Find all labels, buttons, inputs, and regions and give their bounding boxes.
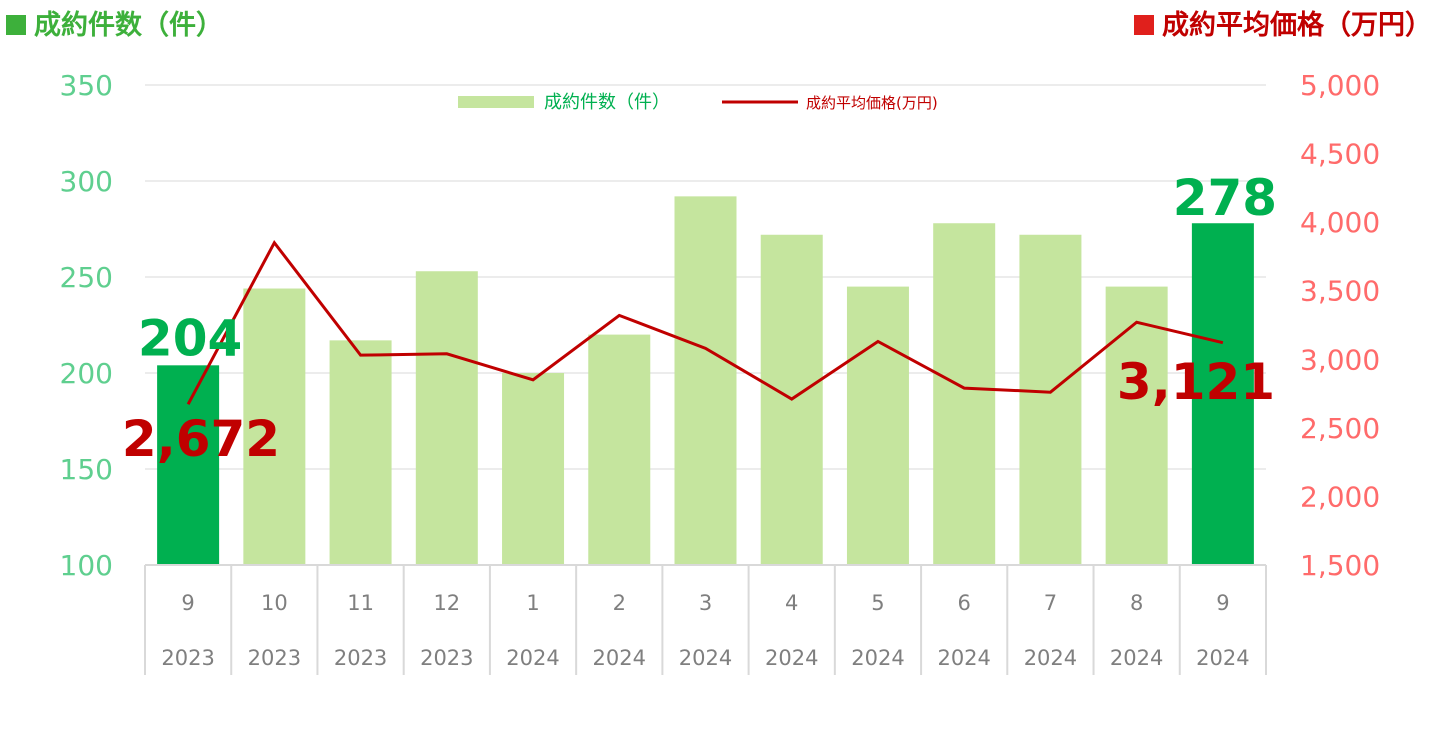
right-axis-tick-label: 1,500 (1300, 549, 1380, 582)
category-month-label: 8 (1130, 591, 1143, 615)
category-month-label: 4 (785, 591, 798, 615)
category-month-label: 2 (613, 591, 626, 615)
bar (1105, 286, 1168, 565)
category-month-label: 12 (433, 591, 460, 615)
category-year-label: 2023 (420, 646, 473, 670)
bar-highlight (157, 365, 220, 565)
category-year-label: 2023 (248, 646, 301, 670)
category-month-label: 1 (526, 591, 539, 615)
left-axis-tick-label: 250 (60, 261, 113, 294)
left-axis-tick-label: 100 (60, 549, 113, 582)
category-month-label: 5 (871, 591, 884, 615)
bar (846, 286, 909, 565)
bar (933, 223, 996, 566)
right-axis-title: 成約平均価格（万円） (1134, 3, 1432, 42)
bar (329, 340, 392, 565)
bar (1019, 234, 1082, 565)
category-month-label: 3 (699, 591, 712, 615)
bar (243, 288, 306, 565)
bar-highlight (1191, 223, 1254, 566)
bar-value-label: 204 (138, 309, 242, 367)
right-axis-tick-label: 2,500 (1300, 412, 1380, 445)
left-axis-title-text: 成約件数（件） (34, 10, 223, 41)
category-year-label: 2024 (851, 646, 904, 670)
category-month-label: 9 (1216, 591, 1229, 615)
category-year-label: 2024 (593, 646, 646, 670)
category-month-label: 9 (181, 591, 194, 615)
left-axis-title: 成約件数（件） (6, 3, 223, 42)
left-axis-tick-label: 150 (60, 453, 113, 486)
category-month-label: 6 (958, 591, 971, 615)
right-axis-tick-label: 5,000 (1300, 69, 1380, 102)
category-month-label: 7 (1044, 591, 1057, 615)
green-square-icon (6, 15, 26, 35)
bar (502, 373, 565, 565)
price-value-label: 3,121 (1117, 353, 1275, 411)
bar (588, 334, 651, 565)
right-axis-title-text: 成約平均価格（万円） (1162, 10, 1432, 41)
category-year-label: 2023 (161, 646, 214, 670)
right-axis-tick-label: 3,000 (1300, 343, 1380, 376)
category-year-label: 2024 (1196, 646, 1249, 670)
bar (415, 271, 478, 565)
left-axis-tick-label: 200 (60, 357, 113, 390)
red-square-icon (1134, 15, 1154, 35)
price-series-line (186, 239, 1224, 405)
legend-line-label: 成約平均価格(万円) (806, 94, 938, 112)
right-axis-tick-label: 3,500 (1300, 275, 1380, 308)
legend-bar-label: 成約件数（件） (544, 92, 670, 113)
left-axis-tick-label: 300 (60, 165, 113, 198)
bar-value-label: 278 (1173, 169, 1277, 227)
category-month-label: 11 (347, 591, 374, 615)
category-year-label: 2024 (506, 646, 559, 670)
category-year-label: 2024 (1024, 646, 1077, 670)
bar (674, 196, 737, 566)
legend-bar-swatch (458, 96, 534, 108)
category-year-label: 2024 (765, 646, 818, 670)
category-year-label: 2023 (334, 646, 387, 670)
right-axis-tick-label: 4,500 (1300, 138, 1380, 171)
category-year-label: 2024 (937, 646, 990, 670)
left-axis-tick-label: 350 (60, 69, 113, 102)
category-month-label: 10 (261, 591, 288, 615)
price-value-label: 2,672 (122, 410, 280, 468)
right-axis-tick-label: 2,000 (1300, 480, 1380, 513)
category-year-label: 2024 (679, 646, 732, 670)
right-axis-tick-label: 4,000 (1300, 206, 1380, 239)
category-year-label: 2024 (1110, 646, 1163, 670)
